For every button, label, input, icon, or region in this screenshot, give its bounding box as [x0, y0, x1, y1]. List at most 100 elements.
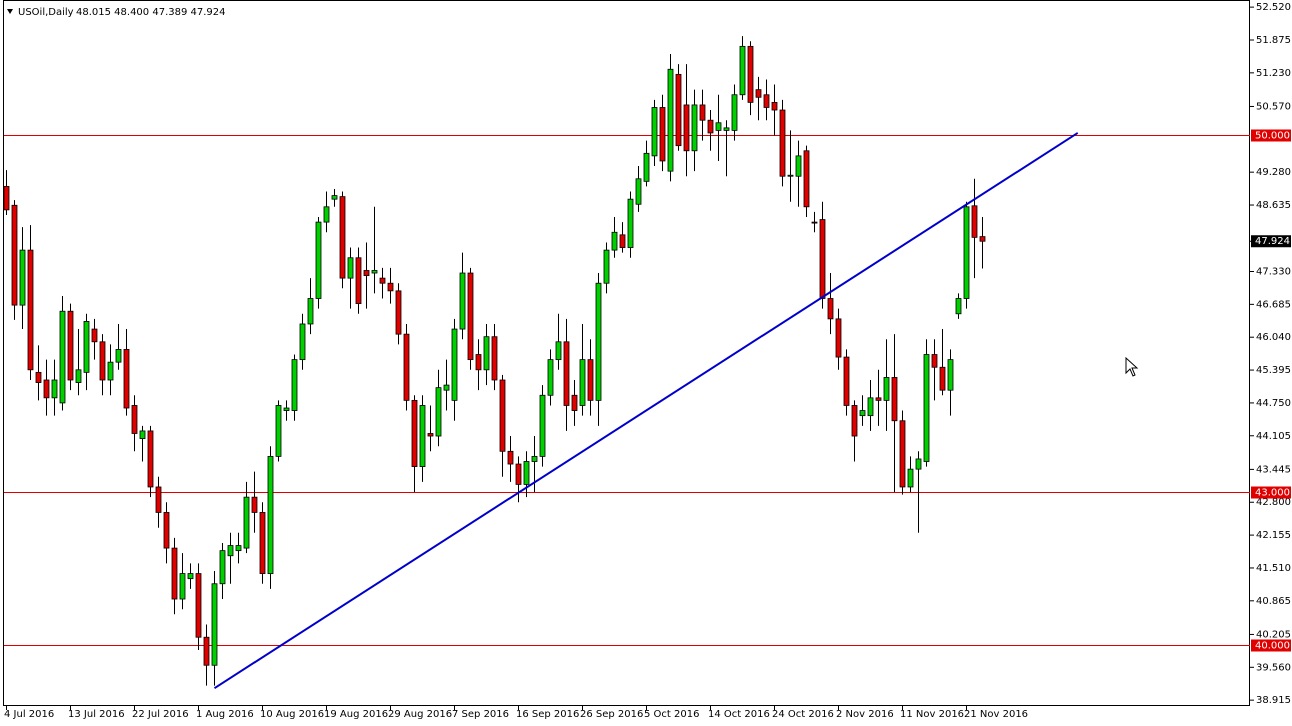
- candle-body: [483, 336, 490, 371]
- candle-body: [531, 456, 538, 462]
- x-tick-label: 10 Aug 2016: [260, 709, 324, 720]
- candle-body: [539, 394, 546, 457]
- y-tick-label: 38.915: [1256, 695, 1291, 706]
- trend-line: [213, 132, 1079, 690]
- candle-body: [683, 104, 690, 152]
- candle-body: [379, 277, 386, 284]
- candle-body: [635, 178, 642, 205]
- candle-body: [763, 94, 770, 108]
- candle-body: [323, 206, 330, 223]
- candle-body: [275, 405, 282, 457]
- candle-body: [939, 366, 946, 391]
- candle-body: [747, 45, 754, 103]
- candle-body: [731, 94, 738, 131]
- candle-body: [699, 104, 706, 121]
- candle-body: [3, 186, 10, 211]
- x-tick-label: 26 Sep 2016: [580, 709, 643, 720]
- level-label: 50.000: [1255, 131, 1290, 142]
- mouse-cursor: [1125, 356, 1139, 377]
- level-label: 40.000: [1255, 641, 1290, 652]
- candle-body: [75, 369, 82, 383]
- x-tick-label: 24 Oct 2016: [772, 709, 834, 720]
- candle-body: [819, 219, 826, 299]
- candle-body: [643, 152, 650, 182]
- chart-title: USOil,Daily: [18, 7, 74, 18]
- y-tick-label: 52.520: [1256, 2, 1291, 13]
- ohlc-readout: 48.015 48.400 47.389 47.924: [76, 7, 226, 18]
- candle-body: [315, 221, 322, 299]
- x-tick-label: 5 Oct 2016: [644, 709, 699, 720]
- candle-body: [579, 359, 586, 406]
- candle-body: [947, 359, 954, 391]
- x-tick-label: 13 Jul 2016: [68, 709, 125, 720]
- candle-body: [547, 359, 554, 396]
- candle-body: [355, 257, 362, 304]
- y-tick-label: 51.230: [1256, 68, 1291, 79]
- candle-body: [83, 321, 90, 373]
- candle-body: [555, 341, 562, 361]
- candle-body: [627, 198, 634, 248]
- candle-body: [363, 270, 370, 276]
- candle-body: [811, 221, 818, 224]
- y-tick-label: 42.155: [1256, 530, 1291, 541]
- candle-body: [931, 354, 938, 368]
- candle-body: [211, 583, 218, 666]
- candle-body: [691, 104, 698, 152]
- x-tick-label: 1 Aug 2016: [196, 709, 254, 720]
- candle-body: [915, 458, 922, 470]
- candle-body: [971, 205, 978, 238]
- candle-body: [899, 420, 906, 488]
- candle-body: [139, 430, 146, 439]
- level-label: 43.000: [1255, 488, 1290, 499]
- candle-body: [443, 384, 450, 391]
- candle-body: [459, 272, 466, 330]
- candle-body: [435, 387, 442, 437]
- price-axis: 52.520 51.875 51.230 50.570 49.280 48.635 47.3…: [4, 2, 1291, 720]
- x-tick-label: 29 Aug 2016: [388, 709, 452, 720]
- candle-body: [979, 236, 986, 242]
- candle-body: [395, 290, 402, 335]
- y-tick-label: 44.105: [1256, 431, 1291, 442]
- candle-body: [835, 318, 842, 358]
- candle-body: [267, 456, 274, 574]
- x-tick-label: 4 Jul 2016: [4, 709, 54, 720]
- candle-body: [667, 68, 674, 172]
- candle-body: [651, 107, 658, 157]
- candle-body: [923, 354, 930, 462]
- collapse-arrow[interactable]: [7, 9, 13, 14]
- candle-body: [419, 405, 426, 467]
- candle-body: [163, 512, 170, 549]
- candle-body: [51, 379, 58, 399]
- candle-body: [35, 371, 42, 383]
- candle-body: [779, 109, 786, 177]
- candle-body: [787, 174, 794, 177]
- candle-body: [339, 196, 346, 279]
- candle-body: [115, 349, 122, 363]
- candle-body: [219, 550, 226, 585]
- x-tick-label: 7 Sep 2016: [452, 709, 509, 720]
- y-tick-label: 48.635: [1256, 200, 1291, 211]
- candle-body: [707, 119, 714, 134]
- x-tick-label: 22 Jul 2016: [132, 709, 189, 720]
- candle-body: [147, 430, 154, 488]
- candle-body: [491, 336, 498, 381]
- y-tick-label: 40.205: [1256, 629, 1291, 640]
- candle-body: [43, 379, 50, 399]
- candle-body: [67, 310, 74, 381]
- candle-body: [883, 377, 890, 401]
- candle-body: [291, 359, 298, 411]
- candle-body: [19, 249, 26, 306]
- candle-body: [499, 379, 506, 452]
- candle-body: [803, 150, 810, 208]
- candle-body: [451, 328, 458, 401]
- y-tick-label: 47.330: [1256, 266, 1291, 277]
- candle-body: [715, 122, 722, 131]
- plot-area: [3, 36, 1250, 690]
- candle-body: [563, 341, 570, 406]
- candle-body: [523, 461, 530, 485]
- candle-body: [875, 397, 882, 401]
- candle-body: [283, 407, 290, 411]
- candle-body: [955, 298, 962, 315]
